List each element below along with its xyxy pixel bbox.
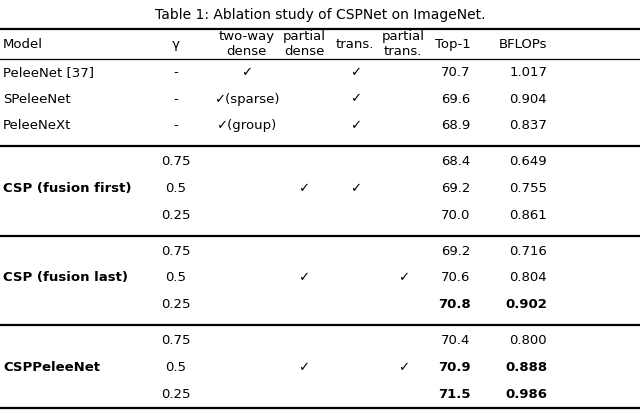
Text: Table 1: Ablation study of CSPNet on ImageNet.: Table 1: Ablation study of CSPNet on Ima… — [155, 8, 485, 22]
Text: ✓: ✓ — [349, 66, 361, 79]
Text: 70.4: 70.4 — [441, 334, 470, 347]
Text: 0.888: 0.888 — [505, 361, 547, 374]
Text: partial
dense: partial dense — [282, 30, 326, 59]
Text: ✓(group): ✓(group) — [216, 120, 276, 132]
Text: 0.75: 0.75 — [161, 245, 191, 258]
Text: 69.2: 69.2 — [441, 245, 470, 258]
Text: 70.6: 70.6 — [441, 271, 470, 284]
Text: 1.017: 1.017 — [509, 66, 547, 79]
Text: ✓: ✓ — [298, 271, 310, 284]
Text: ✓: ✓ — [349, 93, 361, 105]
Text: ✓: ✓ — [298, 182, 310, 195]
Text: Top-1: Top-1 — [435, 38, 470, 51]
Text: 71.5: 71.5 — [438, 388, 470, 400]
Text: SPeleeNet: SPeleeNet — [3, 93, 71, 105]
Text: 70.0: 70.0 — [441, 209, 470, 222]
Text: 70.9: 70.9 — [438, 361, 470, 374]
Text: Model: Model — [3, 38, 44, 51]
Text: 0.902: 0.902 — [506, 298, 547, 311]
Text: 68.9: 68.9 — [441, 120, 470, 132]
Text: 0.861: 0.861 — [509, 209, 547, 222]
Text: 69.2: 69.2 — [441, 182, 470, 195]
Text: γ: γ — [172, 38, 180, 51]
Text: -: - — [173, 93, 179, 105]
Text: CSP (fusion first): CSP (fusion first) — [3, 182, 132, 195]
Text: CSPPeleeNet: CSPPeleeNet — [3, 361, 100, 374]
Text: ✓: ✓ — [397, 361, 409, 374]
Text: 0.5: 0.5 — [166, 361, 186, 374]
Text: -: - — [173, 120, 179, 132]
Text: 0.837: 0.837 — [509, 120, 547, 132]
Text: -: - — [173, 66, 179, 79]
Text: ✓: ✓ — [397, 271, 409, 284]
Text: trans.: trans. — [336, 38, 374, 51]
Text: ✓(sparse): ✓(sparse) — [214, 93, 279, 105]
Text: 68.4: 68.4 — [441, 155, 470, 168]
Text: ✓: ✓ — [241, 66, 252, 79]
Text: PeleeNeXt: PeleeNeXt — [3, 120, 72, 132]
Text: 0.800: 0.800 — [509, 334, 547, 347]
Text: 0.755: 0.755 — [509, 182, 547, 195]
Text: ✓: ✓ — [298, 361, 310, 374]
Text: two-way
dense: two-way dense — [218, 30, 275, 59]
Text: 0.25: 0.25 — [161, 298, 191, 311]
Text: 70.8: 70.8 — [438, 298, 470, 311]
Text: 0.25: 0.25 — [161, 388, 191, 400]
Text: 0.75: 0.75 — [161, 334, 191, 347]
Text: 0.75: 0.75 — [161, 155, 191, 168]
Text: CSP (fusion last): CSP (fusion last) — [3, 271, 128, 284]
Text: 69.6: 69.6 — [441, 93, 470, 105]
Text: 0.25: 0.25 — [161, 209, 191, 222]
Text: PeleeNet [37]: PeleeNet [37] — [3, 66, 94, 79]
Text: 70.7: 70.7 — [441, 66, 470, 79]
Text: 0.904: 0.904 — [509, 93, 547, 105]
Text: ✓: ✓ — [349, 182, 361, 195]
Text: 0.5: 0.5 — [166, 182, 186, 195]
Text: 0.986: 0.986 — [505, 388, 547, 400]
Text: 0.804: 0.804 — [509, 271, 547, 284]
Text: 0.716: 0.716 — [509, 245, 547, 258]
Text: BFLOPs: BFLOPs — [499, 38, 547, 51]
Text: 0.649: 0.649 — [509, 155, 547, 168]
Text: partial
trans.: partial trans. — [381, 30, 425, 59]
Text: 0.5: 0.5 — [166, 271, 186, 284]
Text: ✓: ✓ — [349, 120, 361, 132]
